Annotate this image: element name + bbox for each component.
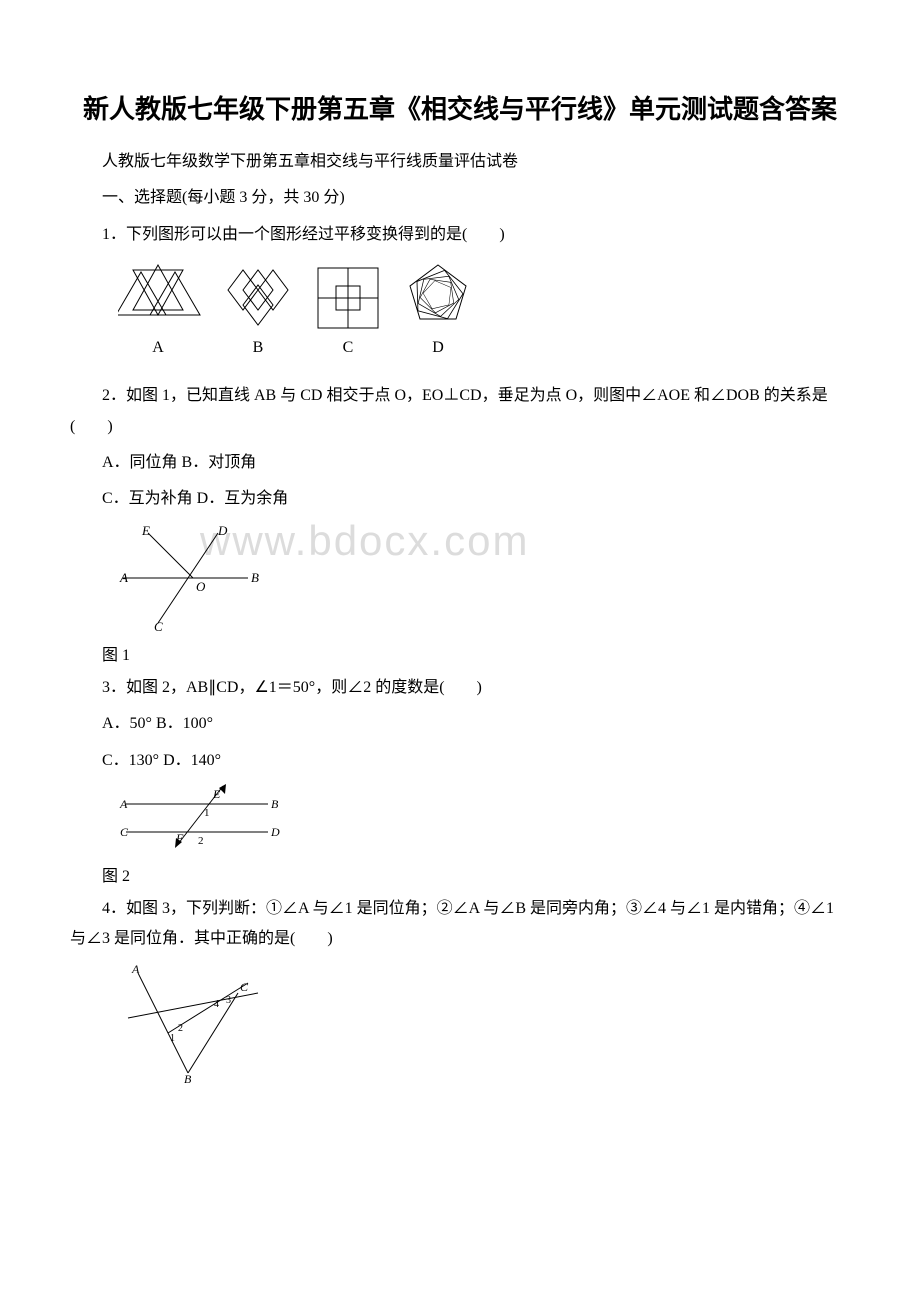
svg-text:E: E <box>141 523 150 538</box>
q1-option-figures: A B C D <box>118 260 850 375</box>
svg-text:B: B <box>251 570 259 585</box>
q3-options-cd: C．130° D．140° <box>70 746 850 776</box>
svg-text:E: E <box>212 787 221 801</box>
svg-text:1: 1 <box>204 807 210 819</box>
option-d-shape <box>410 264 468 321</box>
option-d-label: D <box>432 339 444 356</box>
q2-options-cd: C．互为补角 D．互为余角 <box>70 484 850 514</box>
option-b-label: B <box>253 339 264 356</box>
svg-text:4: 4 <box>214 999 219 1010</box>
figure-3: A B C 1 2 3 4 <box>118 963 850 1083</box>
svg-text:D: D <box>270 825 280 839</box>
svg-text:A: A <box>131 963 140 976</box>
section-heading: 一、选择题(每小题 3 分，共 30 分) <box>70 183 850 213</box>
svg-text:B: B <box>184 1072 192 1083</box>
subtitle: 人教版七年级数学下册第五章相交线与平行线质量评估试卷 <box>70 147 850 177</box>
option-b-shape <box>228 270 288 325</box>
q3-options-ab: A．50° B．100° <box>70 709 850 739</box>
svg-text:2: 2 <box>198 835 204 847</box>
figure-2: A B C D E F 1 2 <box>118 784 850 854</box>
svg-text:F: F <box>175 831 184 845</box>
figure-2-caption: 图 2 <box>102 862 850 886</box>
svg-text:O: O <box>196 579 206 594</box>
svg-text:B: B <box>271 797 279 811</box>
option-a-label: A <box>152 339 164 356</box>
svg-text:3: 3 <box>226 995 231 1006</box>
svg-text:D: D <box>217 523 228 538</box>
svg-text:A: A <box>119 797 128 811</box>
question-1: 1．下列图形可以由一个图形经过平移变换得到的是( ) <box>70 220 850 250</box>
svg-text:1: 1 <box>170 1033 175 1044</box>
question-2: 2．如图 1，已知直线 AB 与 CD 相交于点 O，EO⊥CD，垂足为点 O，… <box>70 381 850 442</box>
option-c-label: C <box>343 339 354 356</box>
svg-text:C: C <box>154 619 163 633</box>
svg-text:2: 2 <box>178 1023 183 1034</box>
svg-text:C: C <box>120 825 129 839</box>
figure-1-caption: 图 1 <box>102 641 850 665</box>
svg-text:C: C <box>240 980 249 994</box>
svg-text:A: A <box>119 570 128 585</box>
figure-1: A B C D E O <box>118 523 850 633</box>
option-a-shape <box>118 265 200 315</box>
option-c-shape <box>318 268 378 328</box>
question-4: 4．如图 3，下列判断：①∠A 与∠1 是同位角；②∠A 与∠B 是同旁内角；③… <box>70 894 850 955</box>
question-3: 3．如图 2，AB∥CD，∠1＝50°，则∠2 的度数是( ) <box>70 673 850 703</box>
page-title: 新人教版七年级下册第五章《相交线与平行线》单元测试题含答案 <box>70 90 850 129</box>
q2-options-ab: A．同位角 B．对顶角 <box>70 448 850 478</box>
